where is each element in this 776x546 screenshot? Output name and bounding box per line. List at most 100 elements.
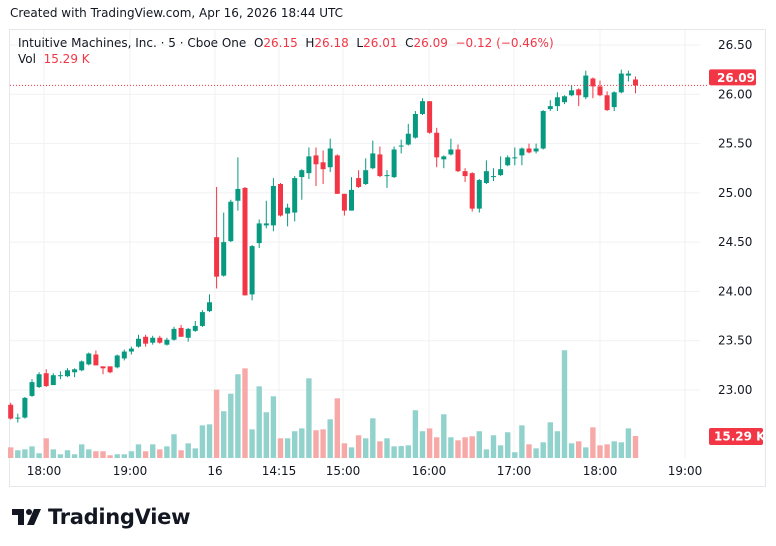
- candle: [171, 326, 177, 341]
- candle: [143, 334, 149, 347]
- legend-volume-row: Vol 15.29 K: [18, 51, 554, 67]
- volume-bar: [249, 429, 255, 458]
- candle-body: [505, 157, 511, 166]
- candle-body: [43, 373, 49, 387]
- candle-body: [618, 73, 624, 93]
- candle: [590, 77, 596, 99]
- candle-body: [270, 185, 276, 226]
- candle: [36, 372, 42, 389]
- candle: [618, 69, 624, 94]
- volume-bar: [426, 428, 433, 458]
- candle-body: [597, 86, 603, 96]
- volume-bar: [320, 429, 326, 458]
- volume-bar: [363, 438, 369, 458]
- candle: [50, 373, 56, 386]
- candle-body: [434, 132, 440, 158]
- candle-body: [569, 90, 575, 96]
- candle: [72, 368, 78, 378]
- candle: [540, 110, 546, 150]
- close-value: 26.09: [413, 36, 448, 50]
- candle: [455, 144, 461, 173]
- volume-bar: [533, 448, 539, 458]
- volume-bar: [292, 431, 298, 458]
- volume-bar: [604, 444, 610, 458]
- volume-bar: [114, 454, 120, 458]
- candle: [526, 143, 532, 154]
- candle: [498, 156, 504, 177]
- candle-body: [533, 148, 539, 152]
- candle: [79, 360, 85, 372]
- candle: [384, 170, 390, 188]
- candle-body: [583, 75, 589, 98]
- candle-body: [455, 149, 461, 172]
- candle: [483, 160, 489, 184]
- candle-body: [22, 397, 28, 418]
- volume-bar: [455, 440, 461, 458]
- high-value: 26.18: [314, 36, 349, 50]
- candle-body: [164, 339, 170, 345]
- candle-body: [306, 156, 312, 174]
- time-tick-label: 15:00: [326, 464, 361, 478]
- candle-body: [278, 183, 283, 216]
- candle-body: [235, 188, 241, 201]
- volume-bar: [355, 435, 362, 458]
- price-tick-label: 23.00: [718, 383, 752, 397]
- candle-body: [554, 97, 560, 107]
- tradingview-logo[interactable]: TradingView: [12, 505, 190, 529]
- candle-body: [50, 375, 56, 386]
- candle: [292, 176, 298, 222]
- volume-bar: [505, 432, 511, 458]
- candle: [221, 212, 227, 277]
- last-volume-label: 15.29 K: [714, 430, 766, 444]
- candle-body: [370, 153, 376, 169]
- volume-bar: [611, 441, 617, 458]
- volume-label[interactable]: Vol: [18, 52, 36, 66]
- volume-bar: [221, 411, 227, 458]
- volume-bar: [15, 450, 21, 458]
- volume-bar: [185, 443, 191, 458]
- candle-body: [519, 148, 525, 156]
- volume-bar: [469, 436, 475, 458]
- candle: [625, 70, 631, 82]
- candle-body: [540, 111, 546, 149]
- candle-body: [65, 370, 70, 377]
- time-tick-label: 16:00: [412, 464, 447, 478]
- price-tick-label: 25.00: [718, 186, 752, 200]
- candle: [29, 379, 35, 397]
- last-volume-badge: 15.29 K: [709, 428, 766, 445]
- volume-bar: [150, 444, 156, 458]
- candle-body: [214, 237, 220, 277]
- candle: [299, 169, 305, 200]
- candle-body: [242, 187, 248, 296]
- volume-bar: [263, 412, 269, 458]
- candle: [57, 371, 63, 380]
- candle-body: [476, 180, 482, 209]
- candle-body: [377, 154, 383, 177]
- open-label: O: [253, 36, 264, 50]
- volume-bar: [128, 451, 135, 458]
- candle: [100, 366, 106, 375]
- candle-body: [15, 417, 21, 419]
- volume-bar: [22, 449, 28, 458]
- volume-bar: [171, 434, 177, 458]
- candle: [242, 186, 248, 296]
- volume-bar: [441, 414, 447, 458]
- candle-body: [491, 176, 496, 178]
- volume-bar: [526, 444, 532, 458]
- candle-body: [512, 157, 518, 159]
- candle-body: [114, 355, 120, 368]
- candle: [157, 335, 163, 344]
- volume-bar: [199, 425, 206, 458]
- candle: [285, 203, 291, 227]
- candle: [341, 193, 347, 216]
- volume-bar: [213, 389, 220, 458]
- candle-body: [178, 327, 184, 337]
- candle-body: [207, 302, 212, 312]
- tradingview-logo-icon: [12, 509, 41, 525]
- grid: [10, 30, 700, 458]
- candle: [547, 100, 553, 112]
- chart-legend: Intuitive Machines, Inc. · 5 · Cboe One …: [18, 35, 554, 67]
- legend-symbol[interactable]: Intuitive Machines, Inc. · 5 · Cboe One: [18, 36, 247, 50]
- candle-body: [93, 354, 99, 366]
